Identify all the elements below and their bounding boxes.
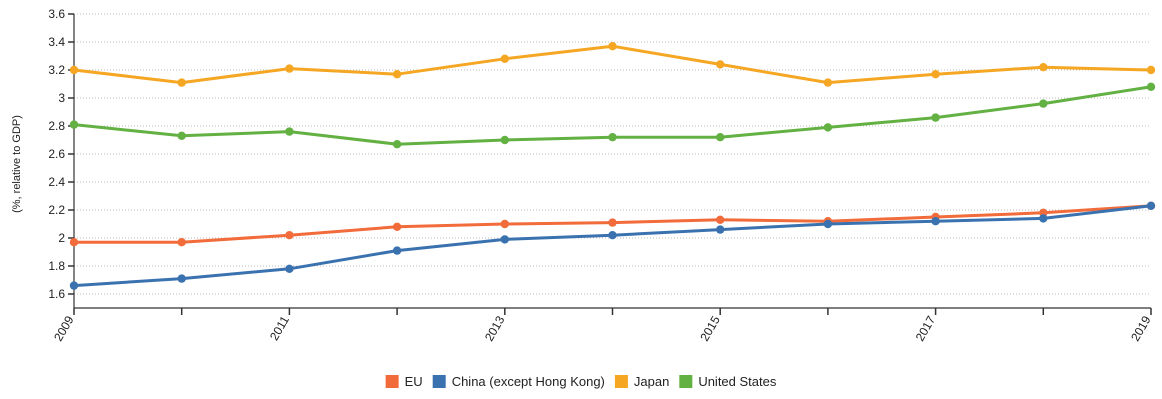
data-point-china-except-hong-kong[interactable] [931, 217, 940, 226]
grid-layer [74, 13, 1151, 295]
y-axis-title: (%, relative to GDP) [11, 115, 23, 213]
data-point-united-states[interactable] [285, 127, 294, 136]
y-tick-label: 3.4 [48, 35, 65, 49]
legend-swatch-japan[interactable] [614, 375, 628, 388]
y-tick-label: 1.6 [48, 287, 65, 301]
data-point-eu[interactable] [608, 218, 617, 227]
data-point-japan[interactable] [608, 42, 617, 51]
y-tick-label: 2.6 [48, 147, 65, 161]
legend-label-china-except-hong-kong[interactable]: China (except Hong Kong) [452, 374, 605, 389]
y-tick-label: 3 [58, 91, 65, 105]
data-point-united-states[interactable] [823, 123, 833, 132]
data-point-united-states[interactable] [931, 113, 940, 122]
legend-label-japan[interactable]: Japan [634, 374, 669, 389]
data-point-china-except-hong-kong[interactable] [177, 274, 186, 283]
data-point-united-states[interactable] [1039, 99, 1048, 108]
y-tick-label: 2.2 [48, 203, 65, 217]
x-tick-label: 2015 [697, 313, 723, 343]
data-point-japan[interactable] [823, 78, 833, 87]
data-point-japan[interactable] [285, 64, 294, 73]
axis-layer: 1.6 1.8 2 2.2 2.4 2.6 2.8 3 3.2 3.4 3.6 2009 2011 201… [48, 7, 1153, 344]
data-point-eu[interactable] [500, 219, 509, 229]
y-tick-label: 2.4 [48, 175, 65, 189]
data-point-japan[interactable] [716, 60, 725, 69]
data-point-united-states[interactable] [392, 140, 402, 149]
data-point-eu[interactable] [392, 222, 402, 231]
data-point-japan[interactable] [392, 70, 402, 79]
legend-label-united-states[interactable]: United States [698, 374, 777, 389]
data-point-china-except-hong-kong[interactable] [1146, 201, 1156, 210]
series-line-china-except-hong-kong [72, 204, 1153, 288]
data-point-japan[interactable] [500, 54, 509, 63]
legend-label-eu[interactable]: EU [405, 374, 423, 389]
data-point-united-states[interactable] [69, 120, 79, 129]
x-tick-label: 2009 [51, 313, 77, 343]
data-point-china-except-hong-kong[interactable] [500, 235, 509, 244]
data-point-japan[interactable] [931, 70, 940, 79]
data-point-japan[interactable] [1146, 65, 1156, 75]
series-line-japan [72, 44, 1153, 85]
data-point-china-except-hong-kong[interactable] [285, 264, 294, 273]
x-tick-label: 2017 [913, 313, 939, 343]
data-point-eu[interactable] [177, 238, 186, 247]
data-point-united-states[interactable] [608, 133, 617, 142]
data-point-china-except-hong-kong[interactable] [608, 231, 617, 240]
x-tick-label: 2011 [267, 313, 292, 343]
x-tick-label: 2019 [1128, 313, 1154, 343]
x-tick-label: 2013 [482, 313, 508, 343]
data-point-china-except-hong-kong[interactable] [716, 225, 725, 234]
y-tick-label: 3.6 [48, 7, 65, 21]
data-point-united-states[interactable] [500, 135, 509, 145]
data-point-china-except-hong-kong[interactable] [69, 281, 79, 290]
legend-swatch-united-states[interactable] [679, 375, 693, 388]
y-tick-label: 2.8 [48, 119, 65, 133]
data-point-eu[interactable] [716, 215, 725, 224]
data-point-united-states[interactable] [177, 131, 186, 140]
data-point-united-states[interactable] [1146, 82, 1156, 92]
data-point-china-except-hong-kong[interactable] [823, 219, 833, 229]
data-point-eu[interactable] [69, 238, 79, 247]
legend-swatch-china-except-hong-kong[interactable] [432, 375, 446, 388]
y-tick-label: 2 [58, 231, 65, 245]
data-point-china-except-hong-kong[interactable] [392, 246, 402, 255]
data-point-japan[interactable] [69, 65, 79, 75]
series-layer [69, 42, 1156, 290]
legend: EU China (except Hong Kong) Japan United St… [385, 374, 777, 389]
y-tick-label: 1.8 [48, 259, 65, 273]
legend-swatch-eu[interactable] [385, 375, 399, 388]
data-point-japan[interactable] [1039, 62, 1048, 72]
data-point-china-except-hong-kong[interactable] [1039, 214, 1048, 223]
data-point-eu[interactable] [285, 231, 294, 240]
data-point-united-states[interactable] [716, 133, 725, 142]
data-point-japan[interactable] [177, 78, 186, 87]
y-tick-label: 3.2 [48, 63, 65, 77]
